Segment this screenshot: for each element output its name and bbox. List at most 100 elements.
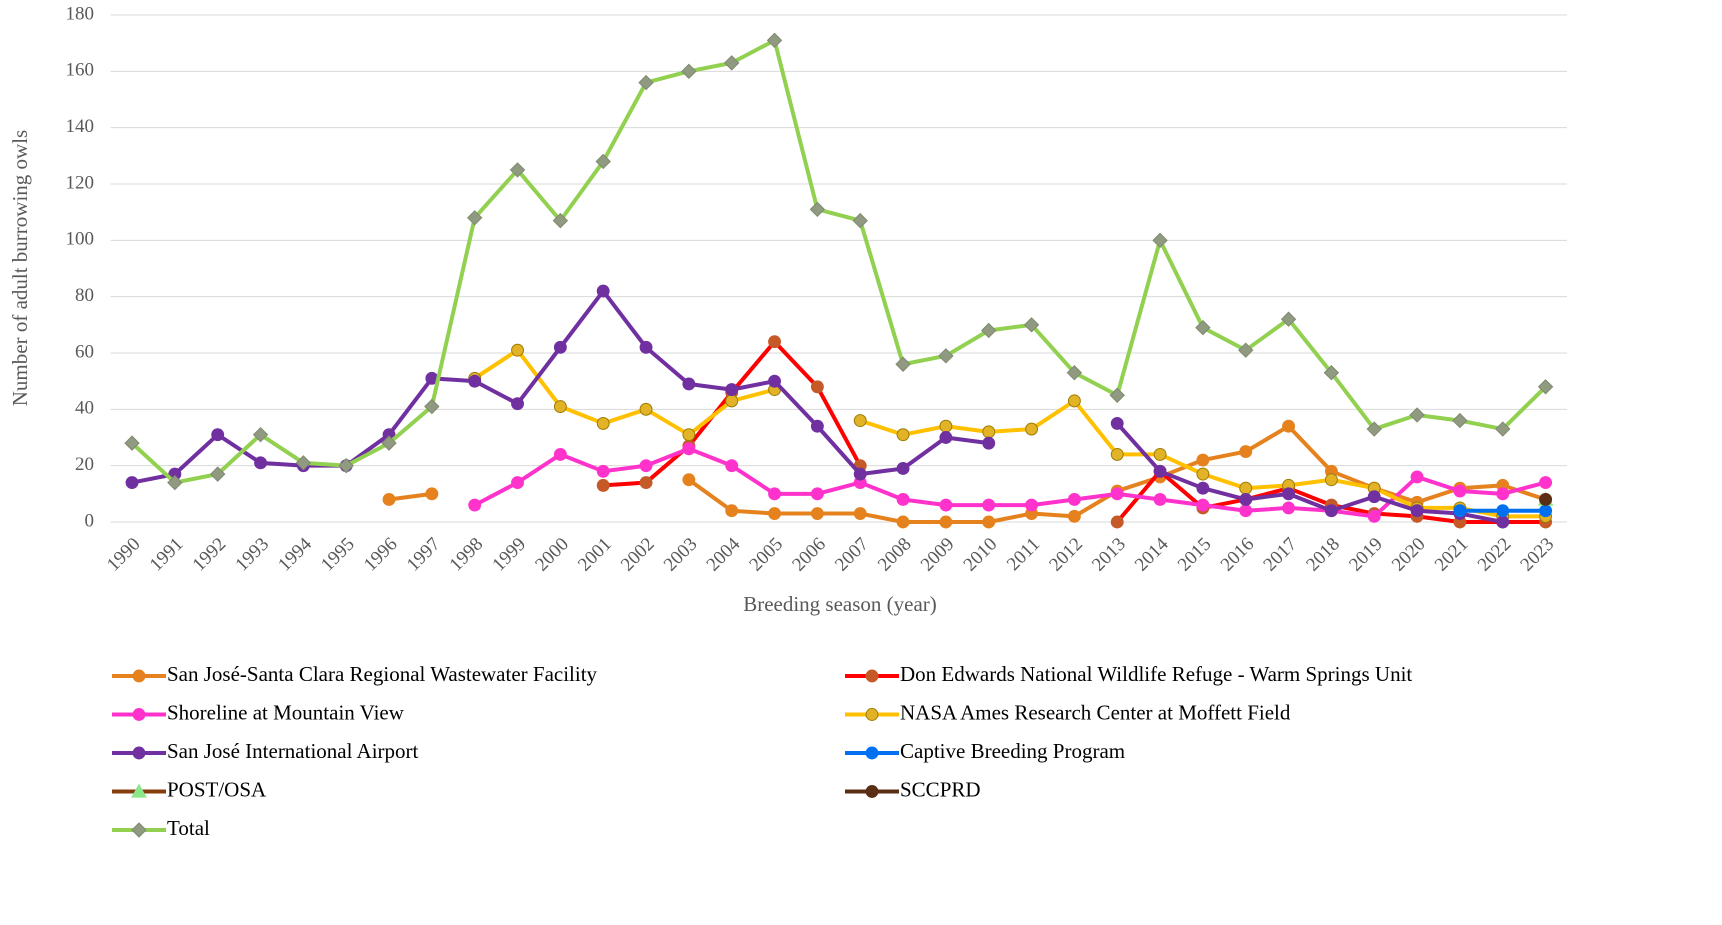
x-tick-label: 2013 [1088, 534, 1130, 576]
x-tick-label: 1994 [274, 533, 316, 575]
marker [468, 374, 482, 388]
marker [252, 426, 269, 443]
line [131, 289, 1504, 524]
marker [939, 498, 953, 512]
x-tick-label: 2014 [1131, 533, 1173, 575]
marker [639, 402, 653, 416]
marker [131, 783, 147, 798]
marker [1152, 232, 1168, 249]
marker [1196, 467, 1210, 481]
marker [125, 476, 139, 490]
marker [865, 669, 879, 683]
legend-label: Captive Breeding Program [900, 739, 1125, 763]
marker [810, 507, 824, 520]
y-tick-label: 100 [66, 229, 95, 250]
x-tick-label: 2003 [660, 534, 702, 576]
marker [1239, 504, 1253, 518]
marker [1196, 498, 1210, 512]
marker [1537, 379, 1554, 395]
marker [682, 377, 696, 391]
marker [853, 414, 867, 428]
marker [853, 507, 867, 520]
marker [1153, 447, 1167, 461]
legend-label: San José-Santa Clara Regional Wastewater… [167, 662, 598, 686]
x-tick-label: 2005 [745, 534, 787, 576]
marker [509, 162, 526, 178]
marker [638, 74, 654, 91]
marker [1323, 365, 1340, 381]
x-tick-label: 1993 [231, 534, 273, 576]
marker [1367, 490, 1381, 504]
marker [682, 473, 696, 487]
x-tick-label: 2023 [1516, 534, 1558, 576]
marker [1025, 422, 1039, 436]
line [473, 446, 1547, 519]
marker [167, 474, 183, 491]
marker [939, 431, 953, 444]
marker [1453, 504, 1467, 518]
marker [1195, 319, 1211, 336]
marker [1539, 504, 1553, 518]
x-tick-label: 2020 [1388, 534, 1430, 576]
marker [1495, 421, 1511, 437]
marker [1539, 476, 1553, 490]
marker [1496, 504, 1510, 518]
marker [768, 335, 781, 349]
marker [1324, 473, 1338, 487]
marker [131, 822, 147, 838]
marker [596, 478, 610, 492]
x-tick-label: 2015 [1174, 534, 1216, 576]
marker [639, 459, 653, 473]
x-tick-label: 2011 [1003, 534, 1044, 575]
marker [1496, 487, 1510, 501]
marker [982, 515, 996, 529]
x-tick-label: 1997 [403, 534, 445, 576]
x-tick-label: 2009 [917, 534, 959, 576]
marker [1367, 509, 1381, 523]
marker [896, 515, 910, 529]
marker [1109, 387, 1125, 403]
x-tick-label: 2002 [617, 534, 659, 576]
marker [981, 322, 997, 339]
marker [511, 476, 524, 490]
marker [1282, 487, 1296, 501]
x-tick-label: 1995 [317, 534, 359, 576]
marker [639, 476, 653, 490]
x-tick-label: 1991 [146, 534, 188, 576]
marker [1110, 416, 1124, 430]
marker [596, 464, 610, 478]
marker [896, 428, 910, 442]
marker [1496, 515, 1510, 529]
marker [982, 498, 996, 512]
marker [853, 467, 867, 481]
marker [1280, 311, 1297, 327]
marker [209, 466, 226, 482]
marker [865, 746, 879, 760]
marker [1239, 493, 1253, 506]
marker [725, 504, 739, 518]
marker [1539, 493, 1553, 506]
x-tick-label: 2006 [788, 534, 830, 576]
marker [1025, 498, 1039, 512]
marker [1282, 419, 1296, 433]
marker [681, 63, 697, 80]
marker [124, 435, 140, 451]
marker [682, 428, 696, 442]
marker [939, 515, 953, 529]
marker [1239, 445, 1253, 459]
x-tick-label: 2018 [1302, 534, 1344, 576]
marker [1239, 481, 1253, 495]
marker [424, 398, 440, 415]
marker [1324, 504, 1338, 518]
series [468, 343, 1553, 523]
marker [466, 210, 483, 226]
marker [724, 55, 740, 71]
line [130, 38, 1547, 485]
marker [1110, 487, 1124, 501]
x-tick-label: 1992 [189, 534, 231, 576]
marker [511, 397, 524, 411]
x-tick-label: 2019 [1345, 534, 1387, 576]
y-tick-label: 80 [75, 285, 94, 306]
marker [132, 746, 146, 760]
marker [1067, 493, 1081, 506]
